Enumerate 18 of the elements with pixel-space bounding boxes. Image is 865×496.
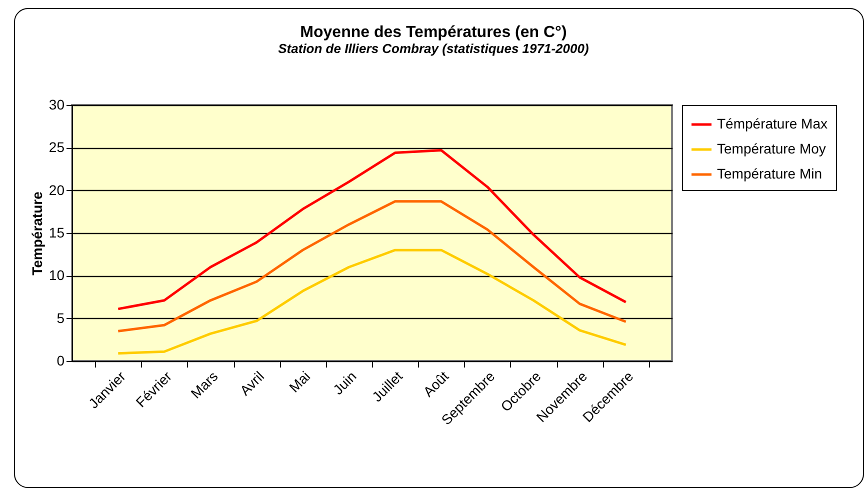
legend-label: Témpérature Max	[717, 116, 828, 132]
y-tick-label: 15	[48, 224, 65, 240]
line-series	[116, 248, 628, 355]
y-axis-title: Température	[28, 191, 45, 276]
legend-label: Température Moy	[717, 140, 826, 156]
y-tick-label: 5	[56, 310, 65, 326]
legend-label: Température Min	[717, 166, 822, 182]
line-series	[116, 200, 628, 332]
y-tick-label: 30	[48, 96, 65, 112]
y-tick-label: 0	[56, 352, 65, 368]
y-tick-label: 20	[48, 182, 65, 198]
chart-title: Moyenne des Températures (en C°)	[300, 24, 567, 41]
line-series	[116, 148, 628, 310]
y-tick-label: 10	[48, 267, 65, 284]
y-tick-label: 25	[48, 139, 65, 156]
x-tick-label: Mai	[286, 368, 314, 396]
chart-subtitle: Station de Illiers Combray (statistiques 1971-2000)	[278, 41, 589, 56]
x-tick-label: Juin	[330, 368, 360, 398]
